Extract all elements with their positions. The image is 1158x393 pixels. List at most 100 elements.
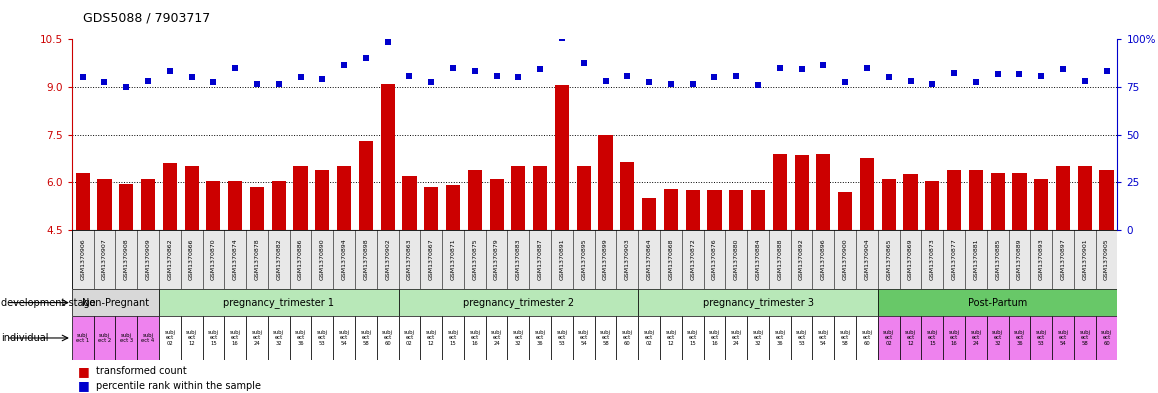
Bar [159,289,398,316]
Text: GSM1370899: GSM1370899 [603,239,608,280]
Text: GSM1370878: GSM1370878 [255,239,259,280]
Text: subj
ect
02: subj ect 02 [884,330,894,346]
Bar [642,198,657,230]
Point [1010,71,1028,77]
Point [770,65,789,71]
Bar [990,173,1005,230]
Text: GSM1370909: GSM1370909 [146,239,151,280]
Text: GSM1370890: GSM1370890 [320,239,325,280]
Bar [965,316,987,360]
Bar [616,316,638,360]
Bar [638,289,878,316]
Bar [272,181,286,230]
Bar [708,190,721,230]
Point [444,65,462,71]
Text: subj
ect
58: subj ect 58 [840,330,851,346]
Point [901,77,919,84]
Bar [1012,173,1026,230]
Point [705,74,724,81]
Text: subj
ect
24: subj ect 24 [970,330,981,346]
Bar [747,316,769,360]
Bar [72,316,94,360]
Text: GSM1370887: GSM1370887 [537,239,543,280]
Bar [987,316,1009,360]
Text: GSM1370867: GSM1370867 [428,239,434,280]
Bar [922,316,943,360]
Bar [507,316,529,360]
Bar [838,192,852,230]
Text: subj
ect
15: subj ect 15 [926,330,938,346]
Bar [1053,316,1073,360]
Bar [398,316,420,360]
Bar [334,316,356,360]
Bar [75,173,90,230]
Text: GSM1370905: GSM1370905 [1104,239,1109,280]
Text: GSM1370903: GSM1370903 [625,239,630,280]
Point [879,74,897,81]
Text: individual: individual [1,333,49,343]
Text: subj
ect
24: subj ect 24 [491,330,503,346]
Text: GSM1370875: GSM1370875 [472,239,477,280]
Point [510,74,528,81]
Text: Non-Pregnant: Non-Pregnant [82,298,149,308]
Bar [203,316,225,360]
Text: GSM1370874: GSM1370874 [233,239,237,280]
Text: GSM1370877: GSM1370877 [952,239,957,280]
Bar [577,166,591,230]
Bar [794,155,808,230]
Text: subj
ect
53: subj ect 53 [796,330,807,346]
Text: GSM1370908: GSM1370908 [124,239,129,280]
Bar [420,316,442,360]
Bar [725,316,747,360]
Text: ■: ■ [78,379,89,393]
Text: GSM1370907: GSM1370907 [102,239,107,280]
Bar [225,316,245,360]
Text: transformed count: transformed count [96,366,186,376]
Text: subj
ect
36: subj ect 36 [535,330,545,346]
Bar [533,166,548,230]
Text: subj
ect
02: subj ect 02 [644,330,654,346]
Text: subj
ect
36: subj ect 36 [295,330,306,346]
Text: subj
ect
12: subj ect 12 [906,330,916,346]
Text: GSM1370904: GSM1370904 [864,239,870,280]
Text: GSM1370885: GSM1370885 [995,239,1001,280]
Point [618,73,637,79]
Text: GSM1370876: GSM1370876 [712,239,717,280]
Bar [878,316,900,360]
Bar [813,316,834,360]
Bar [315,169,329,230]
Point [422,79,440,85]
Point [945,70,963,76]
Bar [1034,179,1048,230]
Bar [551,316,573,360]
Point [552,35,571,41]
Bar [816,154,830,230]
Point [1098,68,1116,74]
Bar [621,162,635,230]
Text: GSM1370879: GSM1370879 [494,239,499,280]
Point [292,74,310,81]
Text: GSM1370871: GSM1370871 [450,239,455,280]
Bar [682,316,704,360]
Bar [686,190,699,230]
Bar [137,316,159,360]
Point [792,66,811,73]
Bar [398,289,638,316]
Bar [529,316,551,360]
Point [270,81,288,87]
Text: subj
ect
16: subj ect 16 [709,330,720,346]
Bar [245,316,267,360]
Text: Post-Partum: Post-Partum [968,298,1027,308]
Bar [947,169,961,230]
Text: GSM1370889: GSM1370889 [1017,239,1023,280]
Text: GSM1370869: GSM1370869 [908,239,913,280]
Bar [159,316,181,360]
Bar [119,184,133,230]
Bar [860,158,874,230]
Text: GSM1370884: GSM1370884 [755,239,761,280]
Text: subj
ect
36: subj ect 36 [1014,330,1025,346]
Point [923,81,941,87]
Text: subj
ect
53: subj ect 53 [1035,330,1047,346]
Bar [660,316,682,360]
Text: subj
ect
60: subj ect 60 [382,330,394,346]
